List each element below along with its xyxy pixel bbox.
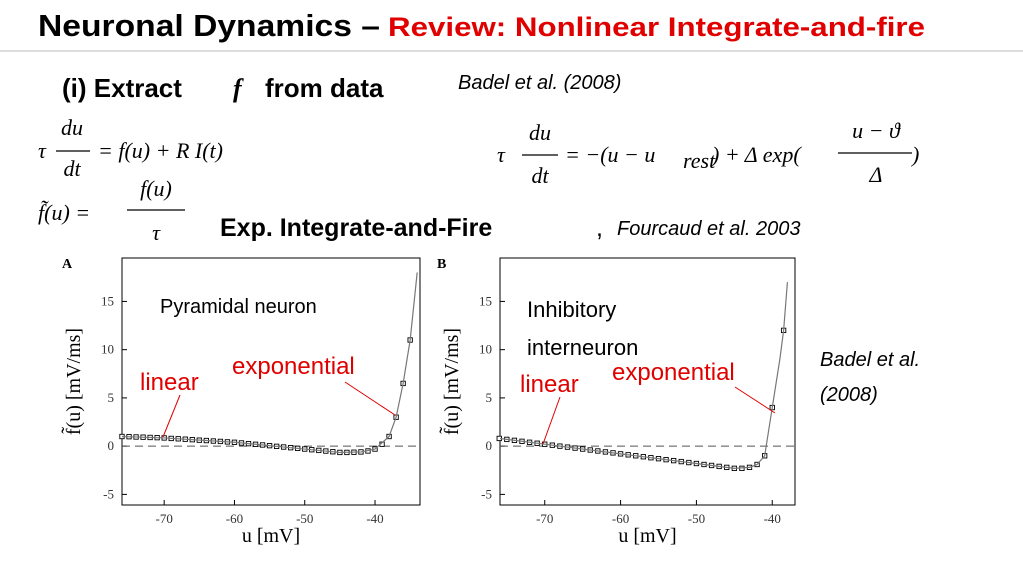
equation-numerator: f(u) [140, 176, 172, 201]
equation-symbol: τ [497, 142, 506, 167]
equation-denominator: Δ [869, 162, 883, 187]
panel-label: A [62, 257, 73, 272]
annotation: linear [140, 369, 199, 396]
equation-rhs: ) + Δ exp( [710, 142, 802, 167]
subtitle: Review: Nonlinear Integrate-and-fire [388, 12, 925, 42]
x-tick-label: -70 [155, 511, 172, 526]
equation-numerator: du [529, 120, 551, 145]
equation-rhs: = f(u) + R I(t) [98, 138, 223, 163]
citation: Badel et al. (2008) [458, 72, 621, 94]
equation-numerator: u − ϑ [852, 118, 901, 143]
y-tick-label: -5 [481, 486, 492, 501]
y-tick-label: 10 [101, 342, 114, 357]
separator: , [596, 214, 603, 242]
heading: from data [265, 73, 384, 103]
x-tick-label: -70 [536, 511, 553, 526]
annotation-arrow [542, 396, 561, 445]
y-tick-label: 0 [486, 438, 493, 453]
equation-numerator: du [61, 115, 83, 140]
y-tick-label: 0 [108, 438, 115, 453]
x-axis-label: u [mV] [242, 525, 300, 547]
y-tick-label: -5 [103, 486, 114, 501]
heading: (i) Extract [62, 73, 182, 103]
y-tick-label: 5 [486, 390, 493, 405]
y-tick-label: 15 [479, 293, 492, 308]
x-tick-label: -40 [366, 511, 383, 526]
annotation: Pyramidal neuron [160, 296, 317, 318]
y-tick-label: 10 [479, 342, 492, 357]
x-tick-label: -50 [296, 511, 313, 526]
plot-frame [121, 257, 421, 506]
annotation-arrow [734, 386, 776, 414]
annotation: linear [520, 371, 579, 398]
equation-denominator: dt [531, 163, 549, 188]
equation-lhs: f̃(u) = [38, 200, 90, 225]
equation-denominator: dt [63, 156, 81, 181]
annotation: Inhibitory [527, 297, 616, 322]
equation-denominator: τ [152, 220, 161, 245]
equation-rhs: ) [910, 142, 919, 167]
citation: Fourcaud et al. 2003 [617, 218, 800, 240]
citation: (2008) [820, 384, 878, 406]
x-tick-label: -40 [764, 511, 781, 526]
x-tick-label: -60 [226, 511, 243, 526]
y-tick-label: 5 [108, 390, 115, 405]
x-tick-label: -50 [688, 511, 705, 526]
annotation: interneuron [527, 335, 638, 360]
y-tick-label: 15 [101, 293, 114, 308]
equation-rhs: = −(u − u [565, 142, 655, 167]
x-tick-label: -60 [612, 511, 629, 526]
heading: Exp. Integrate-and-Fire [220, 214, 492, 242]
annotation: exponential [612, 359, 735, 386]
equation-symbol: τ [38, 138, 47, 163]
heading-variable: f [233, 74, 244, 103]
plot-frame [499, 257, 796, 506]
x-axis-label: u [mV] [618, 525, 676, 547]
annotation: exponential [232, 353, 355, 380]
annotation-arrow [344, 381, 396, 416]
panel-label: B [437, 257, 446, 272]
equation-subscript: rest [683, 148, 716, 173]
y-axis-label: f̃(u) [mV/ms] [438, 328, 463, 435]
fit-curve [122, 272, 418, 454]
annotation-arrow [162, 394, 181, 438]
y-axis-label: f̃(u) [mV/ms] [60, 328, 85, 435]
fit-curve [500, 282, 789, 469]
citation: Badel et al. [820, 349, 920, 371]
title: Neuronal Dynamics – [38, 8, 380, 43]
